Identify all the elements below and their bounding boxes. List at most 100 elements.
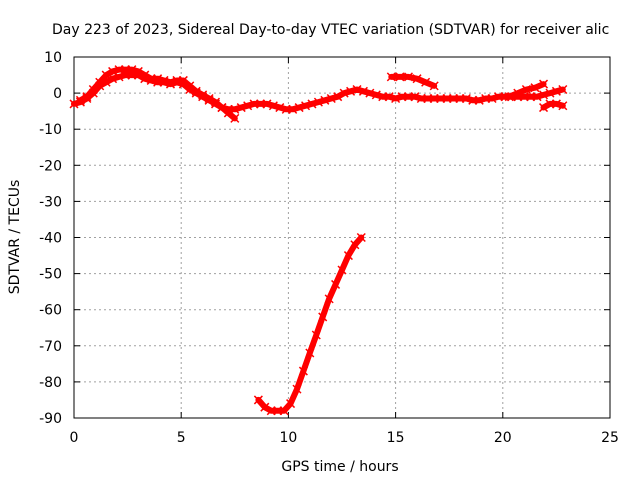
data-point <box>350 240 360 250</box>
data-point <box>165 77 176 87</box>
data-point <box>266 406 276 416</box>
x-tick-label: 20 <box>494 430 512 446</box>
data-point <box>416 93 426 104</box>
data-point <box>260 402 270 412</box>
data-point <box>421 77 431 87</box>
x-tick-label: 15 <box>387 430 405 446</box>
data-point <box>365 88 375 98</box>
x-axis-label: GPS time / hours <box>281 459 398 475</box>
data-point <box>146 74 156 84</box>
data-point <box>307 99 317 109</box>
data-point <box>305 348 315 358</box>
data-point <box>288 104 298 114</box>
x-tick-label: 10 <box>279 430 297 446</box>
data-point <box>493 92 504 102</box>
data-point <box>292 384 302 394</box>
y-tick-label: -10 <box>39 122 62 138</box>
data-point <box>114 65 124 75</box>
data-point <box>530 83 540 93</box>
data-point <box>448 93 459 104</box>
data-point <box>262 99 272 109</box>
data-point <box>386 72 396 82</box>
data-point <box>403 72 413 82</box>
series-line <box>255 234 365 414</box>
data-point <box>558 84 568 95</box>
data-point <box>268 101 278 111</box>
axis-ticks: 0 5 10 15 20 25 10 0 -10 -20 -30 -40 -50 -60 -70 -80 -90 <box>39 50 619 446</box>
data-point <box>395 72 405 82</box>
data-point <box>487 93 497 104</box>
data-point <box>249 99 259 109</box>
data-point <box>324 294 334 304</box>
data-point <box>343 251 353 261</box>
data-point <box>75 95 85 105</box>
data-point <box>532 92 542 102</box>
data-point <box>504 92 514 102</box>
data-point <box>95 77 105 87</box>
grid-lines <box>74 57 610 418</box>
data-point <box>339 88 349 98</box>
data-point <box>481 93 491 104</box>
data-point <box>326 93 336 104</box>
data-point <box>88 84 98 95</box>
y-tick-label: -70 <box>39 339 62 355</box>
x-tick-label: 5 <box>177 430 186 446</box>
data-point <box>436 93 446 104</box>
data-point <box>539 90 549 100</box>
y-tick-label: -40 <box>39 231 62 247</box>
y-tick-label: -80 <box>39 375 62 391</box>
data-point <box>545 88 555 98</box>
data-point <box>545 99 555 109</box>
data-point <box>551 99 561 109</box>
data-point <box>82 92 92 102</box>
data-point <box>198 90 208 100</box>
data-point <box>391 93 401 104</box>
data-point <box>153 74 163 84</box>
data-point <box>301 101 311 111</box>
data-point <box>69 99 79 109</box>
data-point <box>526 92 536 102</box>
data-point <box>442 93 452 104</box>
data-point <box>279 406 289 416</box>
data-point <box>468 95 478 105</box>
data-point <box>281 104 291 114</box>
y-tick-label: -60 <box>39 303 62 319</box>
data-point <box>333 92 343 102</box>
data-point <box>356 232 366 243</box>
data-point <box>513 88 523 98</box>
data-point <box>273 406 283 416</box>
data-point <box>539 103 549 113</box>
data-point <box>313 97 323 107</box>
y-axis-label: SDTVAR / TECUs <box>7 180 23 295</box>
data-point <box>423 93 433 104</box>
data-point <box>230 104 240 114</box>
data-point <box>318 312 328 322</box>
data-point <box>294 103 304 113</box>
data-point <box>243 101 253 111</box>
data-point <box>410 92 420 102</box>
data-point <box>455 93 465 104</box>
data-point <box>275 103 285 113</box>
y-tick-label: -50 <box>39 267 62 283</box>
y-tick-label: -90 <box>39 411 62 427</box>
y-tick-label: -20 <box>39 158 62 174</box>
data-point <box>298 366 308 376</box>
data-point <box>320 95 330 105</box>
data-point <box>352 84 362 95</box>
data-point <box>127 65 137 75</box>
y-tick-label: -30 <box>39 194 62 210</box>
data-point <box>461 93 471 104</box>
y-tick-label: 0 <box>53 86 62 102</box>
series-line <box>540 100 566 111</box>
data-point <box>551 86 561 96</box>
data-point <box>253 395 263 405</box>
data-point <box>331 279 341 289</box>
x-tick-label: 25 <box>601 430 619 446</box>
data-point <box>371 90 381 100</box>
data-point <box>191 86 201 96</box>
data-point <box>378 92 388 102</box>
data-point <box>204 93 214 104</box>
data-point <box>346 86 356 96</box>
data-point <box>311 330 321 340</box>
data-point <box>558 101 568 111</box>
